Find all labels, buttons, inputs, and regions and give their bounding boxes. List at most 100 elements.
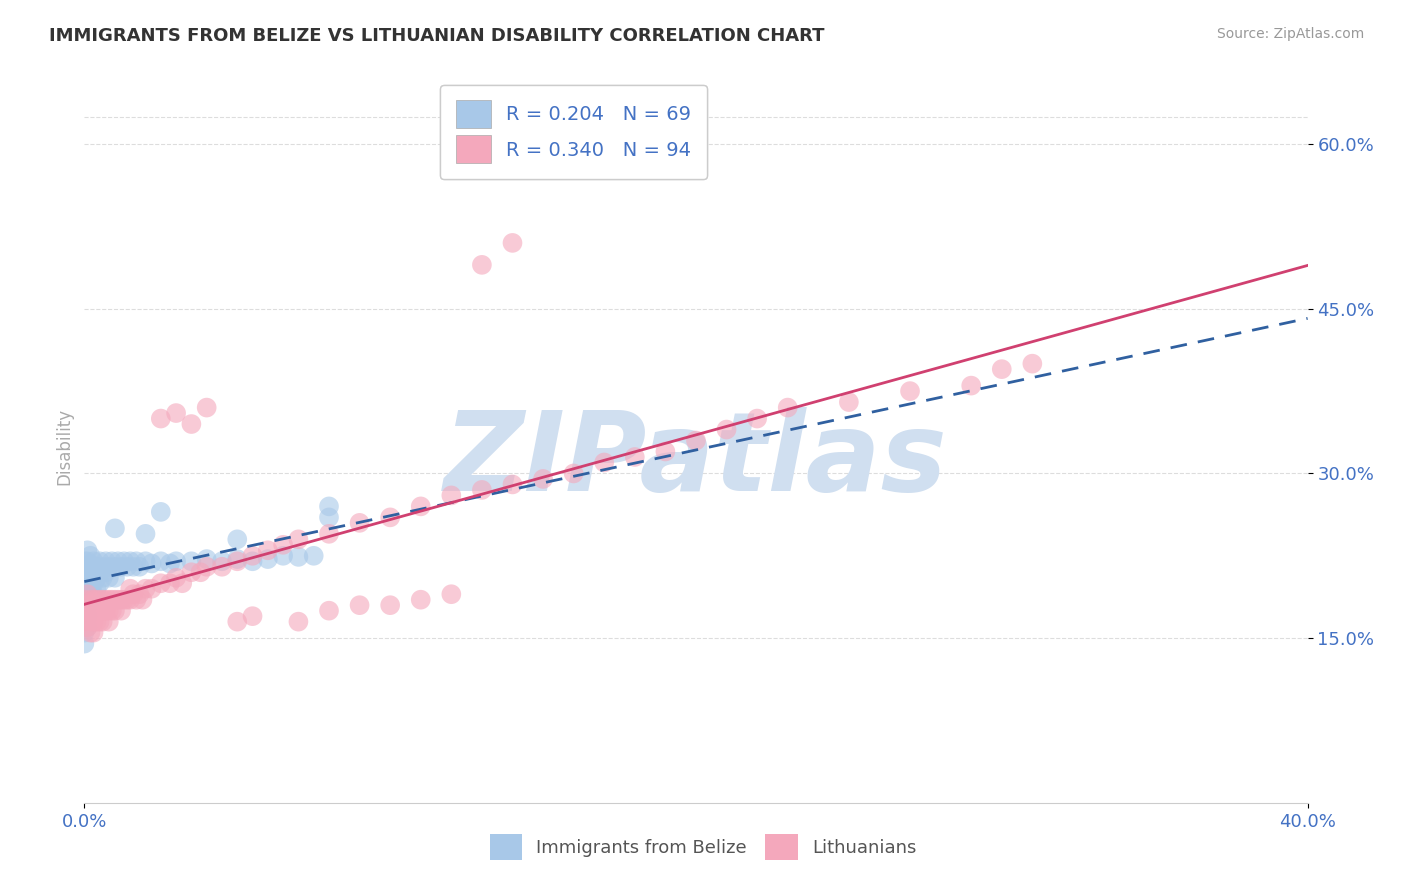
- Point: [89, 604, 111, 618]
- Point: [226, 533, 249, 547]
- Point: [180, 566, 202, 580]
- Point: [86, 592, 108, 607]
- Point: [141, 582, 163, 596]
- Point: [135, 526, 157, 541]
- Point: [104, 592, 127, 607]
- Point: [226, 615, 249, 629]
- Point: [89, 576, 111, 591]
- Point: [380, 598, 402, 612]
- Point: [898, 384, 921, 398]
- Point: [97, 592, 120, 607]
- Point: [73, 604, 96, 618]
- Point: [76, 554, 98, 568]
- Point: [318, 500, 340, 514]
- Point: [73, 582, 96, 596]
- Point: [122, 559, 145, 574]
- Point: [76, 576, 98, 591]
- Point: [89, 615, 111, 629]
- Point: [776, 401, 799, 415]
- Text: Source: ZipAtlas.com: Source: ZipAtlas.com: [1216, 27, 1364, 41]
- Point: [562, 467, 585, 481]
- Point: [195, 401, 218, 415]
- Point: [502, 235, 524, 250]
- Point: [149, 411, 172, 425]
- Point: [165, 571, 187, 585]
- Point: [120, 582, 142, 596]
- Point: [83, 576, 105, 591]
- Point: [73, 592, 96, 607]
- Text: IMMIGRANTS FROM BELIZE VS LITHUANIAN DISABILITY CORRELATION CHART: IMMIGRANTS FROM BELIZE VS LITHUANIAN DIS…: [49, 27, 825, 45]
- Point: [1021, 357, 1043, 371]
- Point: [242, 549, 264, 563]
- Point: [94, 566, 117, 580]
- Point: [654, 444, 676, 458]
- Point: [73, 592, 96, 607]
- Point: [302, 549, 325, 563]
- Point: [79, 549, 101, 563]
- Point: [97, 615, 120, 629]
- Point: [120, 592, 142, 607]
- Point: [97, 604, 120, 618]
- Point: [83, 587, 105, 601]
- Point: [135, 554, 157, 568]
- Point: [73, 615, 96, 629]
- Point: [110, 592, 132, 607]
- Point: [128, 559, 150, 574]
- Point: [76, 598, 98, 612]
- Point: [107, 592, 129, 607]
- Point: [73, 554, 96, 568]
- Point: [73, 637, 96, 651]
- Point: [76, 609, 98, 624]
- Point: [91, 592, 114, 607]
- Point: [79, 559, 101, 574]
- Point: [76, 598, 98, 612]
- Point: [531, 472, 554, 486]
- Point: [226, 552, 249, 566]
- Point: [257, 552, 280, 566]
- Point: [91, 615, 114, 629]
- Point: [409, 500, 432, 514]
- Point: [101, 604, 124, 618]
- Point: [83, 604, 105, 618]
- Point: [76, 587, 98, 601]
- Point: [287, 615, 309, 629]
- Point: [960, 378, 983, 392]
- Point: [172, 576, 194, 591]
- Point: [73, 576, 96, 591]
- Point: [271, 538, 294, 552]
- Point: [122, 587, 145, 601]
- Point: [112, 592, 135, 607]
- Point: [211, 559, 233, 574]
- Point: [83, 615, 105, 629]
- Point: [104, 521, 127, 535]
- Point: [83, 592, 105, 607]
- Point: [94, 604, 117, 618]
- Point: [79, 604, 101, 618]
- Point: [624, 450, 647, 464]
- Point: [380, 510, 402, 524]
- Point: [101, 554, 124, 568]
- Point: [471, 258, 494, 272]
- Point: [115, 592, 138, 607]
- Point: [79, 615, 101, 629]
- Point: [76, 620, 98, 634]
- Point: [349, 598, 371, 612]
- Point: [83, 625, 105, 640]
- Point: [149, 576, 172, 591]
- Point: [79, 582, 101, 596]
- Point: [86, 582, 108, 596]
- Point: [440, 587, 463, 601]
- Point: [76, 620, 98, 634]
- Point: [79, 592, 101, 607]
- Point: [257, 543, 280, 558]
- Point: [107, 554, 129, 568]
- Point: [89, 592, 111, 607]
- Point: [89, 554, 111, 568]
- Point: [149, 505, 172, 519]
- Point: [195, 559, 218, 574]
- Point: [73, 615, 96, 629]
- Point: [159, 576, 181, 591]
- Point: [287, 549, 309, 564]
- Point: [271, 549, 294, 563]
- Point: [94, 554, 117, 568]
